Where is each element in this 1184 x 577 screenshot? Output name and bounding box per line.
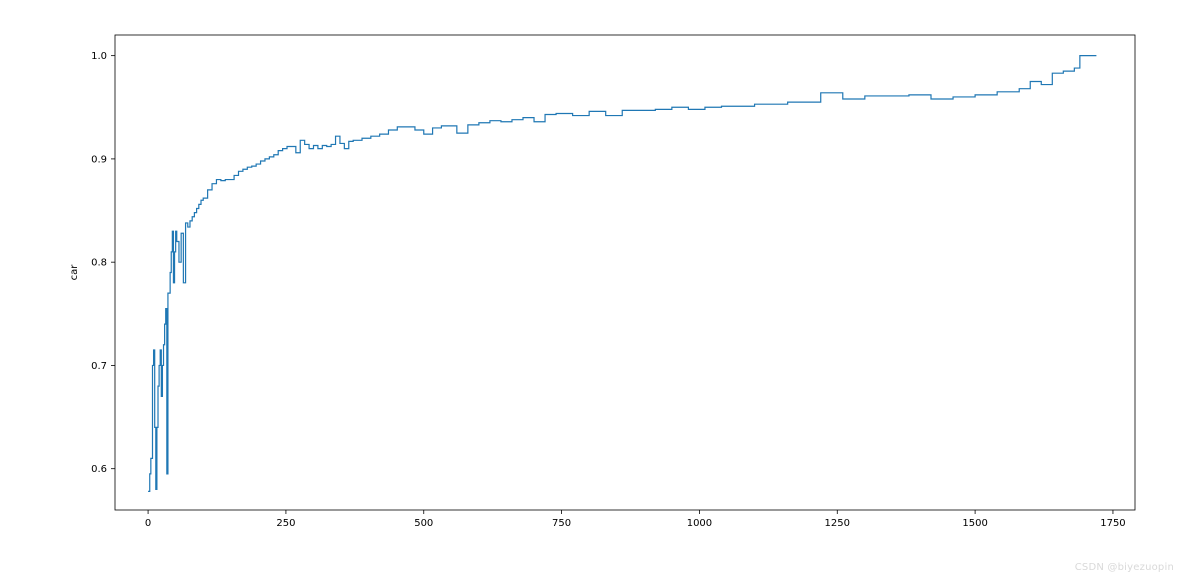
x-tick-label: 1000: [687, 518, 712, 529]
x-tick-label: 500: [414, 518, 433, 529]
y-tick-label: 0.6: [91, 464, 107, 475]
y-tick-label: 0.9: [91, 154, 107, 165]
chart-container: 0 250 500 750 1000 1250 1500 1750 0.6 0.7 0.8 0.9 1…: [0, 0, 1184, 577]
y-tick-label: 0.8: [91, 258, 107, 269]
y-tick-label: 0.7: [91, 361, 107, 372]
line-chart: 0 250 500 750 1000 1250 1500 1750 0.6 0.7 0.8 0.9 1…: [0, 0, 1184, 577]
x-tick-label: 0: [145, 518, 151, 529]
x-tick-label: 1250: [825, 518, 850, 529]
plot-background: [115, 35, 1135, 510]
y-axis-label: car: [69, 264, 80, 281]
x-tick-label: 750: [552, 518, 571, 529]
x-tick-label: 1500: [962, 518, 987, 529]
y-axis-ticks: 0.6 0.7 0.8 0.9 1.0: [91, 51, 115, 475]
x-tick-label: 250: [276, 518, 295, 529]
x-axis-ticks: 0 250 500 750 1000 1250 1500 1750: [145, 510, 1126, 529]
watermark-text: CSDN @biyezuopin: [1075, 562, 1174, 573]
y-tick-label: 1.0: [91, 51, 107, 62]
x-tick-label: 1750: [1100, 518, 1125, 529]
